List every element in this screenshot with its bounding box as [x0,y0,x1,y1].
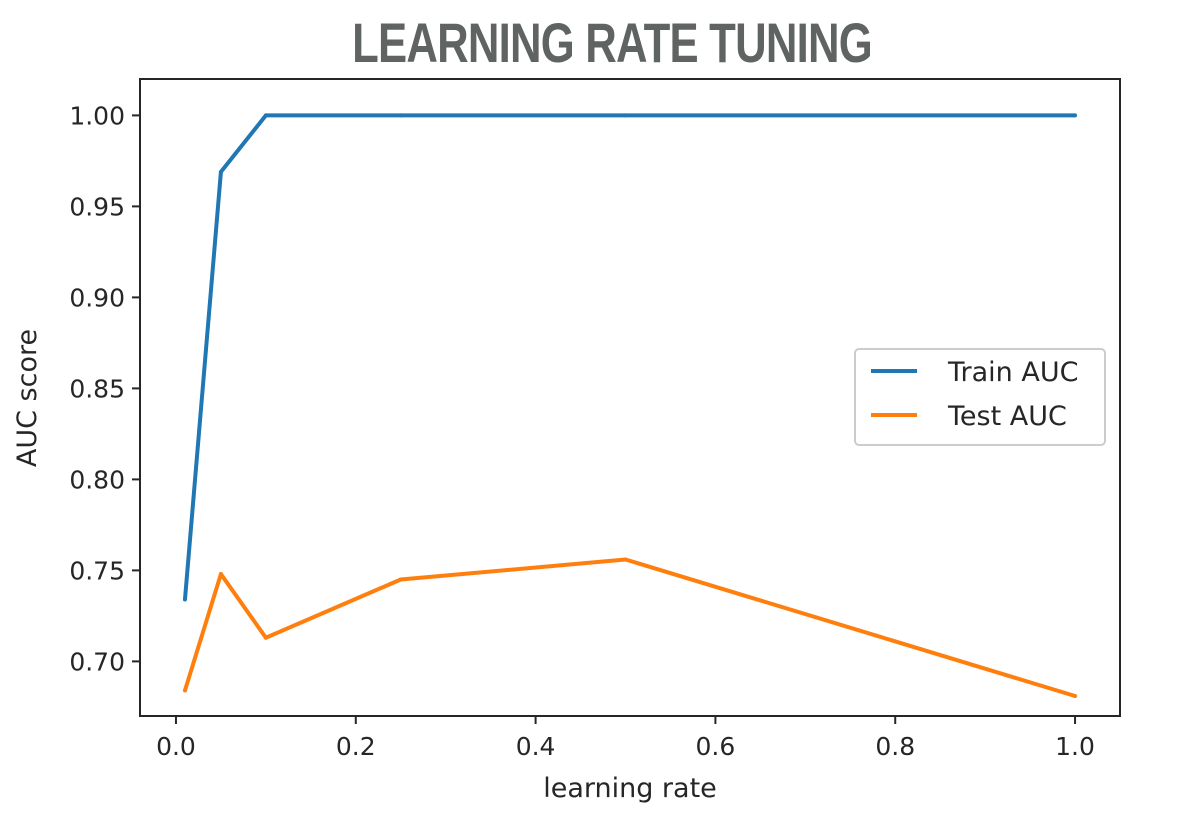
y-tick-label: 0.90 [69,283,125,312]
y-tick-label: 0.70 [69,647,125,676]
x-tick-label: 0.4 [516,732,556,761]
data-point [263,635,268,640]
data-point [398,577,403,582]
y-axis: 0.70 0.75 0.80 0.85 0.90 0.95 1.00 [69,101,140,676]
series-line-test-auc [183,557,1076,698]
y-tick-label: 0.95 [69,192,125,221]
x-axis: 0.0 0.2 0.4 0.6 0.8 1.0 [156,716,1095,761]
data-point [182,688,187,693]
data-point [263,113,268,118]
x-tick-label: 1.0 [1055,732,1095,761]
x-tick-label: 0.8 [875,732,915,761]
y-tick-label: 1.00 [69,101,125,130]
x-axis-label: learning rate [543,773,717,804]
page-title: LEARNING RATE TUNING [352,11,873,74]
y-tick-label: 0.85 [69,374,125,403]
y-tick-label: 0.80 [69,465,125,494]
data-point [218,572,223,577]
series-lines [182,113,1078,698]
x-tick-label: 0.6 [696,732,736,761]
x-tick-label: 0.2 [336,732,376,761]
y-tick-label: 0.75 [69,556,125,585]
legend-label-train: Train AUC [947,357,1078,388]
series-line-train-auc [182,113,1076,600]
legend: Train AUC Test AUC [854,348,1106,446]
data-point [623,113,628,118]
legend-box [854,348,1106,446]
data-point [398,113,403,118]
y-axis-label: AUC score [12,329,43,467]
data-point [218,169,223,174]
data-point [623,557,628,562]
legend-label-test: Test AUC [947,401,1067,432]
x-tick-label: 0.0 [156,732,196,761]
data-point [1073,113,1078,118]
data-point [1073,693,1078,698]
data-point [182,597,187,602]
